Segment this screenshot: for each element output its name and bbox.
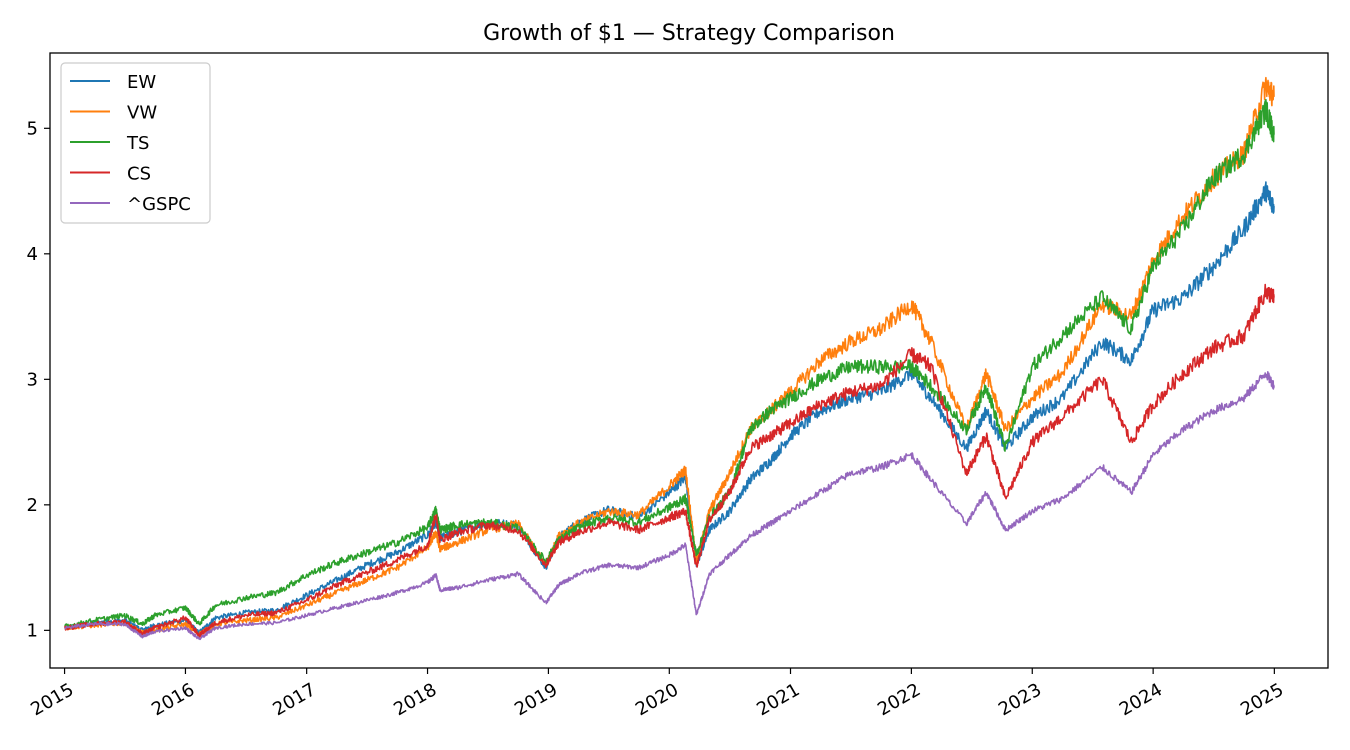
legend-label: TS <box>126 133 149 154</box>
x-tick-label: 2018 <box>390 679 440 720</box>
x-tick-label: 2024 <box>1116 679 1166 720</box>
legend-box <box>60 62 211 224</box>
x-tick-label: 2023 <box>995 679 1045 720</box>
x-tick-label: 2017 <box>269 679 319 720</box>
y-tick-label: 2 <box>27 495 38 516</box>
x-tick-label: 2019 <box>511 679 561 720</box>
x-axis: 2015 2016 2017 2018 2019 2020 2021 2022 2023 2024… <box>27 668 1287 720</box>
x-tick-label: 2016 <box>148 679 198 720</box>
chart-title: Growth of $1 — Strategy Comparison <box>483 21 895 46</box>
legend-label: CS <box>127 164 151 185</box>
y-tick-label: 1 <box>27 620 38 641</box>
x-tick-label: 2022 <box>874 679 924 720</box>
y-tick-label: 5 <box>27 118 38 139</box>
y-tick-label: 4 <box>27 244 38 265</box>
legend-label: EW <box>127 72 156 93</box>
x-tick-label: 2015 <box>27 679 77 720</box>
legend-label: VW <box>127 103 157 124</box>
plot-area <box>49 52 1329 669</box>
legend-label: ^GSPC <box>127 194 191 215</box>
legend: EW VW TS CS ^GSPC <box>60 62 211 224</box>
series-layer <box>64 76 1275 641</box>
series-line-gspc <box>64 371 1275 641</box>
series-line-ew <box>64 181 1275 636</box>
series-line-cs <box>64 283 1275 638</box>
series-line-vw <box>64 76 1275 637</box>
x-tick-label: 2025 <box>1237 679 1287 720</box>
x-tick-label: 2021 <box>753 679 803 720</box>
plot-frame <box>49 52 1329 669</box>
y-tick-label: 3 <box>27 369 38 390</box>
y-axis: 1 2 3 4 5 <box>27 118 50 641</box>
series-line-ts <box>64 98 1275 629</box>
x-tick-label: 2020 <box>632 679 682 720</box>
